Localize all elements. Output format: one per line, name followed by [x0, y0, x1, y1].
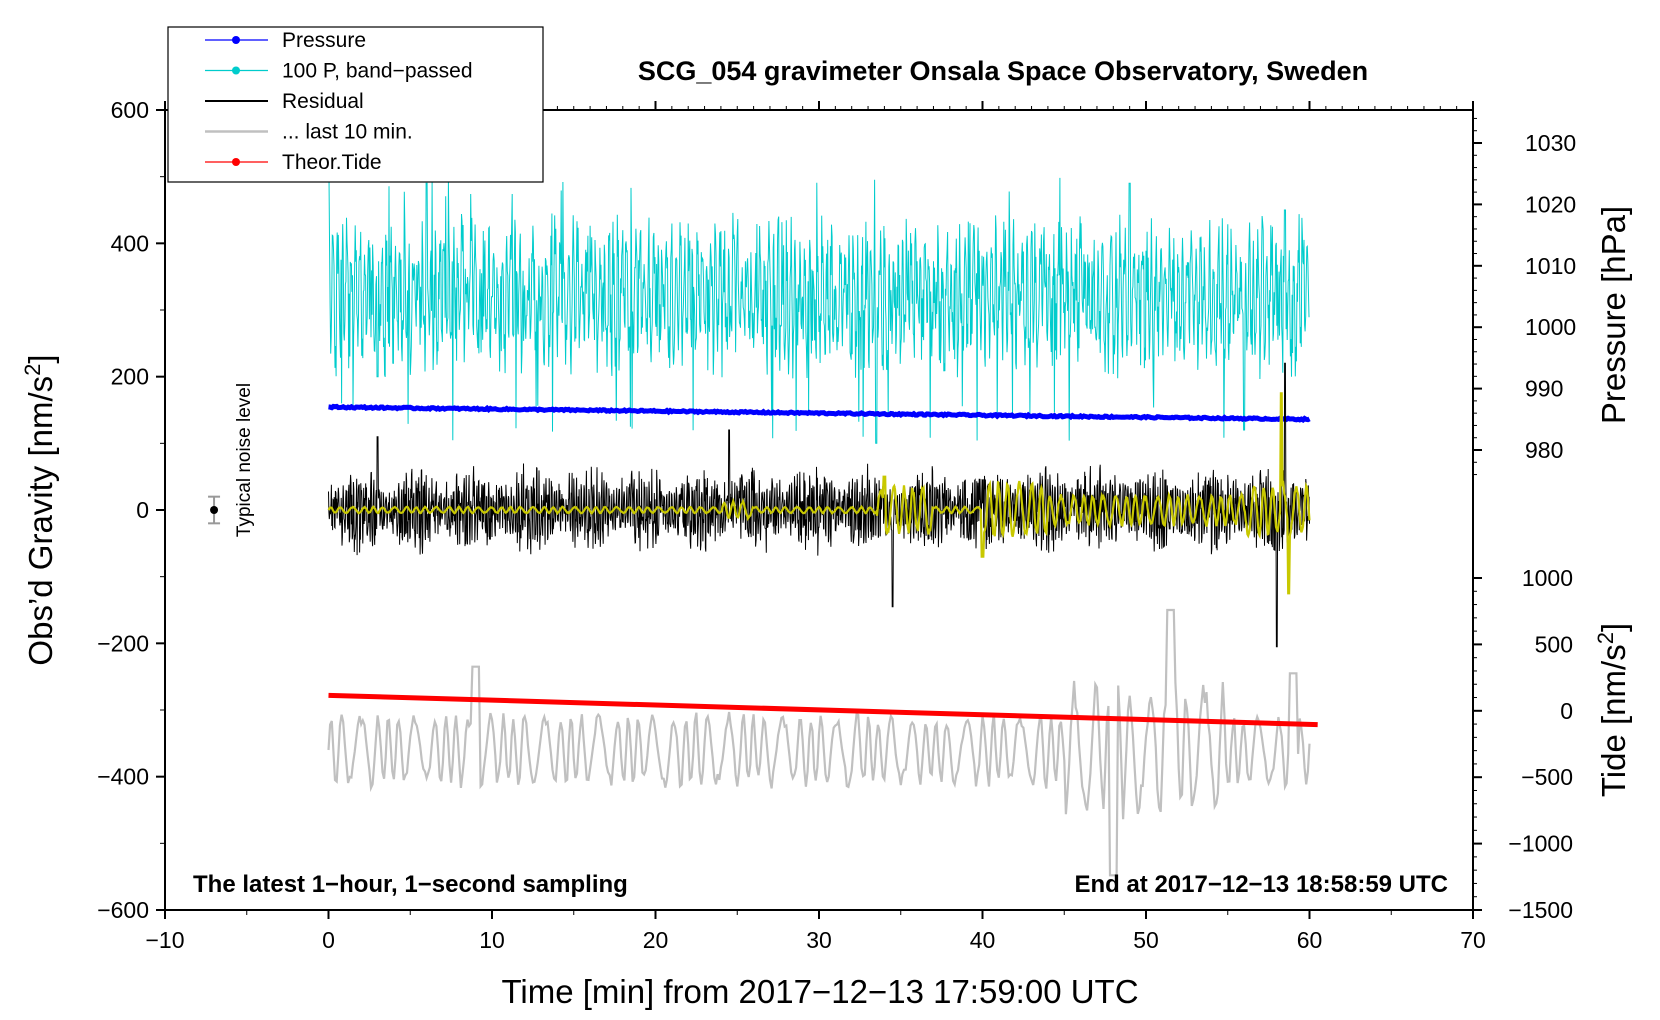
legend-swatch-marker — [232, 36, 240, 44]
pressure-tick-label: 1030 — [1525, 130, 1576, 156]
series-previous-hour-line — [327, 608, 1311, 877]
y-axis-label-tide: Tide [nm/s2] — [1593, 623, 1632, 797]
series-filtered-residual-line — [327, 392, 1311, 595]
y-tick-label: 200 — [111, 364, 149, 390]
x-tick-label: 0 — [322, 927, 335, 953]
tide-tick-label: 0 — [1560, 698, 1573, 724]
y-tick-label: −400 — [97, 764, 149, 790]
footer-end-time: End at 2017−12−13 18:58:59 UTC — [1074, 871, 1448, 898]
y-tick-label: 400 — [111, 230, 149, 256]
y-tick-label: 0 — [136, 497, 149, 523]
legend-entry-label: Theor.Tide — [282, 151, 382, 174]
tide-tick-label: 500 — [1535, 631, 1573, 657]
x-tick-label: 10 — [479, 927, 505, 953]
legend-swatch-marker — [232, 158, 240, 166]
x-tick-label: 60 — [1297, 927, 1323, 953]
x-axis-label: Time [min] from 2017−12−13 17:59:00 UTC — [501, 973, 1138, 1010]
tide-tick-label: −500 — [1521, 764, 1573, 790]
plot-frame — [164, 109, 1474, 911]
pressure-tick-label: 1000 — [1525, 314, 1576, 340]
noise-level-marker: Typical noise level — [208, 383, 255, 537]
pressure-tick-label: 990 — [1525, 376, 1563, 402]
x-tick-label: 30 — [806, 927, 832, 953]
pressure-tick-label: 1010 — [1525, 253, 1576, 279]
legend-entry-label: 100 P, band−passed — [282, 60, 473, 83]
y-axis-label-gravity: Obs’d Gravity [nm/s2] — [20, 354, 59, 665]
pressure-tick-label: 980 — [1525, 437, 1563, 463]
series-theoretical-tide-line — [328, 692, 1318, 728]
y-axis-label-pressure: Pressure [hPa] — [1595, 206, 1632, 424]
noise-point — [210, 506, 219, 514]
series-band-passed-pressure-line — [328, 176, 1310, 444]
x-tick-label: 50 — [1133, 927, 1159, 953]
x-tick-label: 40 — [970, 927, 996, 953]
x-tick-label: 70 — [1460, 927, 1486, 953]
tide-tick-label: −1000 — [1508, 831, 1573, 857]
plot-area — [327, 176, 1318, 877]
series-pressure-line — [328, 403, 1311, 424]
noise-level-label: Typical noise level — [234, 383, 255, 537]
legend: Pressure 100 P, band−passed Residual ... la… — [167, 26, 544, 183]
legend-entry-label: Residual — [282, 90, 364, 113]
legend-entry-label: ... last 10 min. — [282, 121, 413, 144]
x-tick-label: −10 — [145, 927, 184, 953]
legend-entry-label: Pressure — [282, 29, 366, 52]
y-tick-label: −600 — [97, 897, 149, 923]
legend-box — [167, 26, 544, 183]
chart-title: SCG_054 gravimeter Onsala Space Observat… — [638, 56, 1368, 86]
tide-tick-label: 1000 — [1522, 565, 1573, 591]
tide-tick-label: −1500 — [1508, 897, 1573, 923]
legend-swatch-marker — [232, 66, 240, 75]
pressure-tick-label: 1020 — [1525, 191, 1576, 217]
y-tick-label: −200 — [97, 630, 149, 656]
footer-sampling-note: The latest 1−hour, 1−second sampling — [193, 871, 628, 898]
y-tick-label: 600 — [111, 97, 149, 123]
x-tick-label: 20 — [643, 927, 669, 953]
axes: −10 0 10 20 30 40 50 60 70−600−400−2000200400600… — [97, 97, 1576, 953]
